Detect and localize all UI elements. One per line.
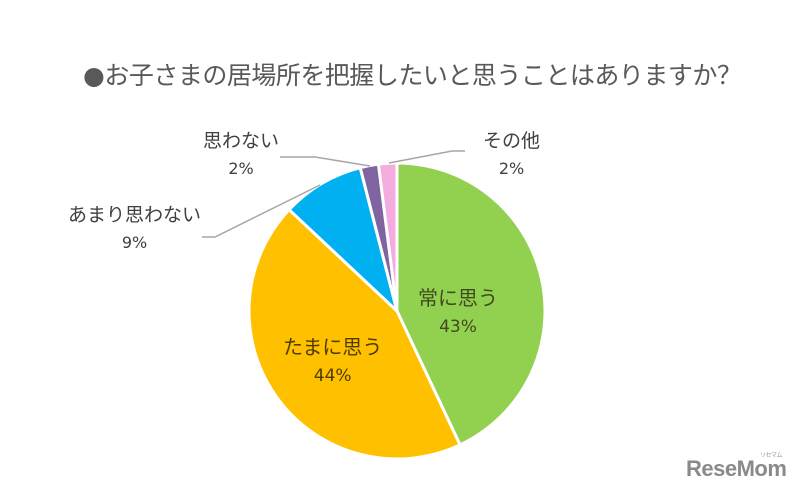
slice-percent: 44% (313, 366, 352, 386)
resemom-logo: ReseMom リセマム (686, 453, 787, 482)
label-amari: あまり思わない 9% (68, 200, 201, 252)
leader-line-sonota (388, 150, 465, 164)
slice-label: たまに思う (283, 335, 383, 359)
pie-slice (395, 161, 547, 447)
slice-percent: 2% (498, 159, 525, 178)
slice-label: その他 (483, 130, 541, 152)
label-tsuneni: 常に思う 43% (418, 282, 498, 337)
leader-lines (202, 150, 465, 238)
slice-label: 思わない (203, 130, 280, 152)
label-omowanai: 思わない 2% (203, 126, 279, 178)
slice-percent: 9% (121, 233, 148, 252)
slice-label: あまり思わない (68, 204, 202, 226)
pie-slice (247, 208, 462, 461)
label-tamani: たまに思う 44% (283, 331, 382, 386)
slice-percent: 43% (439, 317, 477, 337)
label-sonota: その他 2% (483, 126, 540, 178)
leader-line-omowanai (280, 156, 371, 167)
logo-subtext: リセマム (760, 453, 783, 459)
pie-slices (247, 161, 547, 461)
pie-slice (376, 161, 399, 313)
leader-line-amari (202, 184, 321, 238)
slice-label: 常に思う (418, 286, 498, 310)
chart-title: ●お子さまの居場所を把握したいと思うことはありますか？ (83, 61, 742, 90)
pie-slice (287, 166, 399, 313)
logo-text: ReseMom (686, 456, 787, 481)
slice-percent: 2% (228, 159, 254, 178)
